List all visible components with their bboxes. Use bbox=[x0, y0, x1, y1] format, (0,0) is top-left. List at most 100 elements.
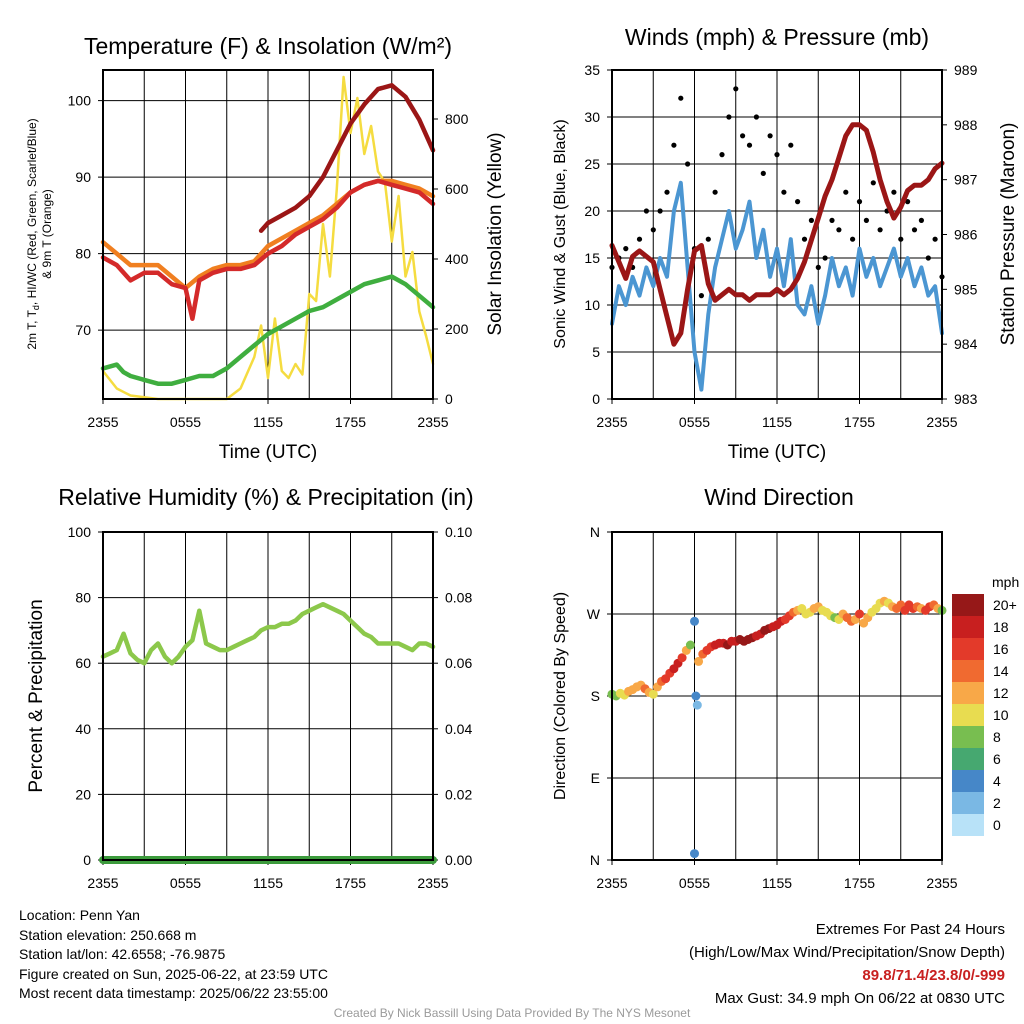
wind-direction-panel: 2355 0555 1155 1755 2355 N E S W N Wind Direction D… bbox=[552, 484, 958, 891]
y2-tick-label: 983 bbox=[954, 391, 978, 407]
gust-point bbox=[760, 170, 766, 176]
legend-label: 6 bbox=[993, 751, 1001, 767]
x-tick-label: 0555 bbox=[679, 875, 710, 891]
series-line-sonic-wind bbox=[610, 180, 944, 392]
series-line-relative-humidity bbox=[100, 601, 436, 666]
y-tick-label: 80 bbox=[75, 246, 91, 262]
gust-point bbox=[808, 217, 815, 223]
x-tick-label: 1155 bbox=[762, 414, 792, 430]
y-tick-label: 15 bbox=[584, 250, 600, 266]
y2-tick-label: 986 bbox=[954, 227, 978, 243]
gust-point bbox=[891, 189, 897, 195]
y-axis-label: Sonic Wind & Gust (Blue, Black) bbox=[552, 119, 569, 348]
gust-point bbox=[850, 236, 856, 242]
x-tick-label: 2355 bbox=[926, 414, 957, 430]
credit-footer: Created By Nick Bassill Using Data Provi… bbox=[333, 1006, 691, 1020]
series-line-2m-t bbox=[100, 178, 436, 321]
direction-point bbox=[691, 691, 701, 701]
gust-point bbox=[726, 114, 732, 120]
legend-label: 16 bbox=[993, 641, 1009, 657]
chart-title: Relative Humidity (%) & Precipitation (i… bbox=[58, 484, 473, 510]
plot-frame bbox=[611, 531, 943, 861]
y2-tick-label: 600 bbox=[445, 181, 469, 197]
legend-swatch bbox=[952, 748, 984, 770]
x-tick-label: 1755 bbox=[335, 875, 366, 891]
y2-tick-label: 985 bbox=[954, 281, 978, 297]
latlon-text: Station lat/lon: 42.6558; -76.9875 bbox=[19, 946, 226, 962]
y-axis-label: Percent & Precipitation bbox=[26, 599, 47, 792]
x-tick-label: 2355 bbox=[596, 414, 627, 430]
x-tick-label: 2355 bbox=[596, 875, 627, 891]
legend-label: 8 bbox=[993, 729, 1001, 745]
gust-point bbox=[712, 189, 718, 195]
y2-tick-label: 0.04 bbox=[445, 721, 472, 737]
gust-point bbox=[898, 236, 904, 242]
series-line-station-pressure bbox=[609, 122, 945, 347]
gust-point bbox=[657, 208, 663, 214]
gust-point bbox=[705, 236, 711, 242]
direction-point bbox=[692, 700, 702, 710]
gust-point bbox=[623, 246, 629, 252]
legend-swatch bbox=[952, 660, 984, 682]
y2-tick-label: 987 bbox=[954, 172, 978, 188]
station-info: Location: Penn Yan Station elevation: 25… bbox=[19, 906, 328, 1004]
y-tick-label: S bbox=[591, 688, 600, 704]
direction-point bbox=[690, 616, 699, 626]
y-axis-label-line1: 2m T, Td, HI/WC (Red, Green, Scarlet/Blu… bbox=[25, 118, 41, 349]
humidity-precipitation-panel: 2355 0555 1155 1755 2355 0 20 40 60 80 100 0.00 0.02… bbox=[26, 484, 474, 891]
extremes-title: Extremes For Past 24 Hours bbox=[815, 921, 1005, 938]
x-tick-label: 2355 bbox=[417, 414, 448, 430]
x-tick-label: 1155 bbox=[253, 875, 283, 891]
y-tick-label: W bbox=[587, 606, 601, 622]
x-tick-label: 0555 bbox=[170, 875, 201, 891]
gust-point bbox=[925, 255, 931, 261]
x-tick-label: 2355 bbox=[87, 875, 118, 891]
chart-title: Winds (mph) & Pressure (mb) bbox=[625, 24, 929, 50]
y-tick-label: E bbox=[591, 770, 600, 786]
chart-title: Wind Direction bbox=[704, 484, 854, 510]
gust-point bbox=[719, 152, 725, 158]
legend-label: 18 bbox=[993, 619, 1009, 635]
elevation-text: Station elevation: 250.668 m bbox=[19, 926, 197, 943]
y2-tick-label: 0.08 bbox=[445, 590, 472, 606]
y2-tick-label: 400 bbox=[445, 251, 469, 267]
gust-point bbox=[685, 161, 691, 167]
extremes-values: 89.8/71.4/23.8/0/-999 bbox=[862, 967, 1005, 984]
x-axis-label: Time (UTC) bbox=[728, 442, 827, 463]
gust-point bbox=[671, 142, 677, 148]
gust-point bbox=[643, 208, 650, 214]
gust-point bbox=[877, 227, 883, 233]
gust-point bbox=[822, 255, 828, 261]
gust-point bbox=[733, 86, 739, 92]
y-label-part: , HI/WC (Red, Green, Scarlet/Blue) bbox=[25, 118, 39, 305]
direction-point bbox=[677, 653, 687, 663]
y-tick-label: 20 bbox=[584, 203, 600, 219]
gust-point bbox=[740, 133, 746, 139]
legend-swatch bbox=[952, 814, 984, 836]
y-tick-label: 100 bbox=[68, 93, 92, 109]
gust-point bbox=[836, 227, 842, 233]
legend-label: 2 bbox=[993, 795, 1001, 811]
y-tick-label: 20 bbox=[75, 786, 91, 802]
location-text: Location: Penn Yan bbox=[19, 907, 140, 923]
legend-label: 12 bbox=[993, 685, 1009, 701]
y-tick-label: 30 bbox=[584, 109, 600, 125]
y2-axis-label: Solar Insolation (Yellow) bbox=[485, 132, 506, 335]
y2-tick-label: 0.10 bbox=[445, 524, 472, 540]
y-axis-label: Direction (Colored By Speed) bbox=[552, 592, 569, 800]
y-tick-label: 70 bbox=[75, 322, 91, 338]
gust-point bbox=[932, 236, 938, 242]
legend-swatch bbox=[952, 638, 984, 660]
y-tick-label: 60 bbox=[75, 655, 91, 671]
y2-tick-label: 0.00 bbox=[445, 852, 472, 868]
x-tick-label: 1755 bbox=[335, 414, 366, 430]
y-tick-label: 25 bbox=[584, 156, 600, 172]
y-tick-label: 10 bbox=[584, 297, 600, 313]
y2-tick-label: 984 bbox=[954, 336, 978, 352]
gust-point bbox=[795, 199, 801, 205]
gust-point bbox=[781, 189, 787, 195]
temperature-insolation-panel: 2355 0555 1155 1755 2355 70 80 90 100 0 200 400 600 8… bbox=[25, 33, 506, 463]
speed-color-legend: mph 20+ 18 16 14 12 10 8 6 4 2 0 bbox=[952, 574, 1019, 836]
x-tick-label: 1755 bbox=[844, 414, 875, 430]
